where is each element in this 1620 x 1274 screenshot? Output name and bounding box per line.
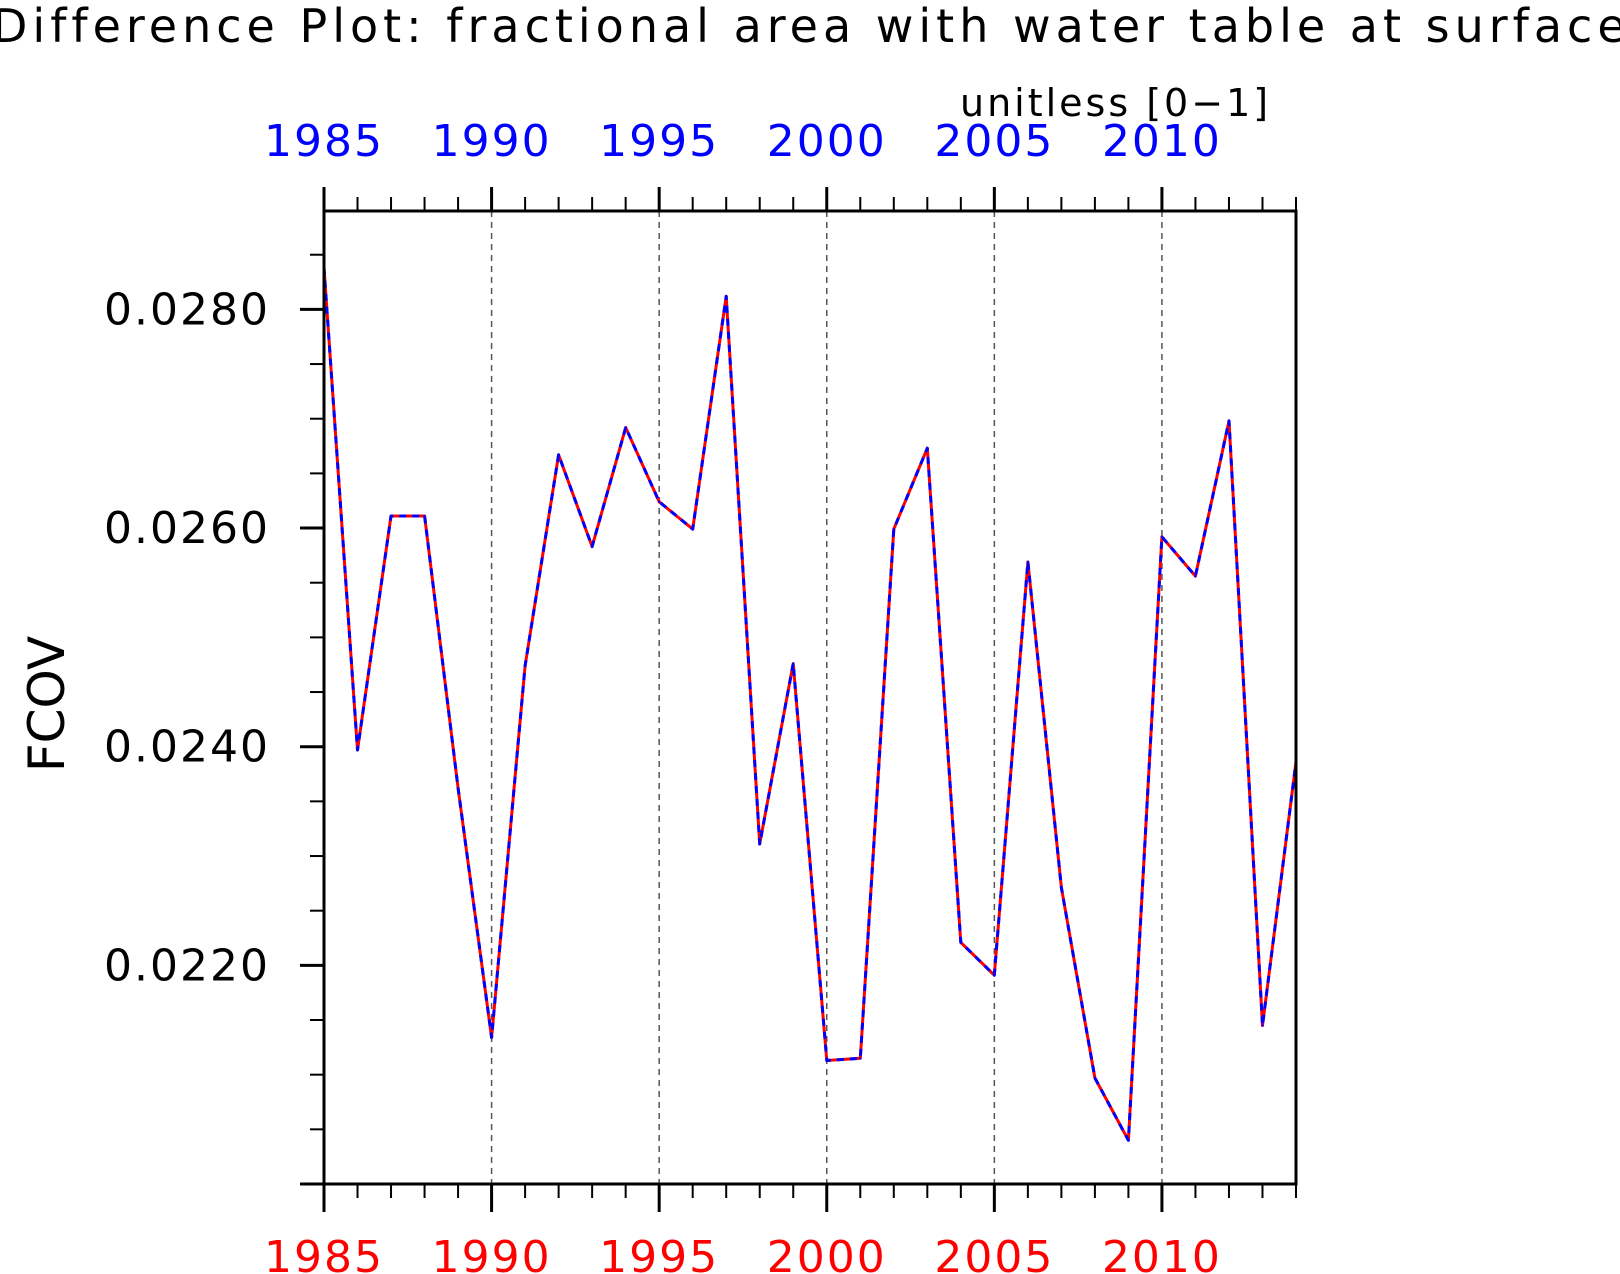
x-tick-label-bottom: 1985 [264, 1232, 384, 1274]
data-point [1160, 535, 1164, 538]
x-tick-label-top: 1990 [432, 116, 552, 167]
vertical-grid [490, 211, 1163, 1184]
data-point [691, 527, 694, 531]
data-point [557, 453, 560, 456]
data-point [490, 1036, 493, 1039]
series-line-red [322, 267, 1298, 1142]
data-point [423, 514, 426, 518]
data-point [624, 426, 627, 429]
axis-ticks [300, 187, 1297, 1212]
x-tick-label-top: 2005 [934, 116, 1054, 167]
x-tick-label-top: 1995 [599, 116, 719, 167]
data-point [657, 500, 661, 504]
y-tick-label: 0.0220 [104, 940, 270, 991]
y-axis-label: FCOV [18, 636, 76, 772]
y-tick-label: 0.0280 [104, 284, 270, 335]
tick-labels: 1985 1985 1990 1990 1995 1995 2000 2000 2005 2005… [104, 116, 1222, 1274]
x-tick-label-bottom: 1990 [432, 1232, 552, 1274]
units-label: unitless [0−1] [960, 81, 1271, 125]
series-line-blue [322, 267, 1298, 1142]
x-tick-label-top: 2010 [1102, 116, 1222, 167]
x-tick-label-bottom: 2010 [1102, 1232, 1222, 1274]
data-point [825, 1059, 828, 1062]
data-point [792, 662, 795, 665]
data-point [1227, 419, 1231, 423]
data-point [892, 527, 895, 531]
data-point [926, 447, 929, 450]
data-point [590, 545, 594, 548]
x-tick-label-bottom: 1995 [599, 1232, 719, 1274]
data-point [1127, 1139, 1130, 1142]
data-point [859, 1057, 862, 1060]
data-point [1093, 1076, 1097, 1080]
plot-frame [322, 209, 1298, 1186]
data-point [1026, 560, 1030, 564]
data-point [1194, 574, 1197, 578]
data-point [356, 748, 359, 752]
x-tick-label-bottom: 2005 [934, 1232, 1054, 1274]
data-point [523, 664, 527, 667]
data-point [758, 842, 761, 846]
data-point [1261, 1024, 1264, 1027]
data-point [1060, 886, 1063, 889]
data-point [389, 514, 393, 518]
data-point [725, 295, 728, 298]
y-tick-label: 0.0240 [104, 722, 270, 773]
data-point [456, 787, 460, 790]
chart-title: Difference Plot: fractional area with wa… [0, 0, 1620, 53]
series-lines [322, 266, 1298, 1142]
x-tick-label-top: 2000 [767, 116, 887, 167]
x-tick-label-top: 1985 [264, 116, 384, 167]
y-tick-label: 0.0260 [104, 503, 270, 554]
data-point [993, 973, 996, 977]
data-point [959, 941, 963, 944]
x-tick-label-bottom: 2000 [767, 1232, 887, 1274]
